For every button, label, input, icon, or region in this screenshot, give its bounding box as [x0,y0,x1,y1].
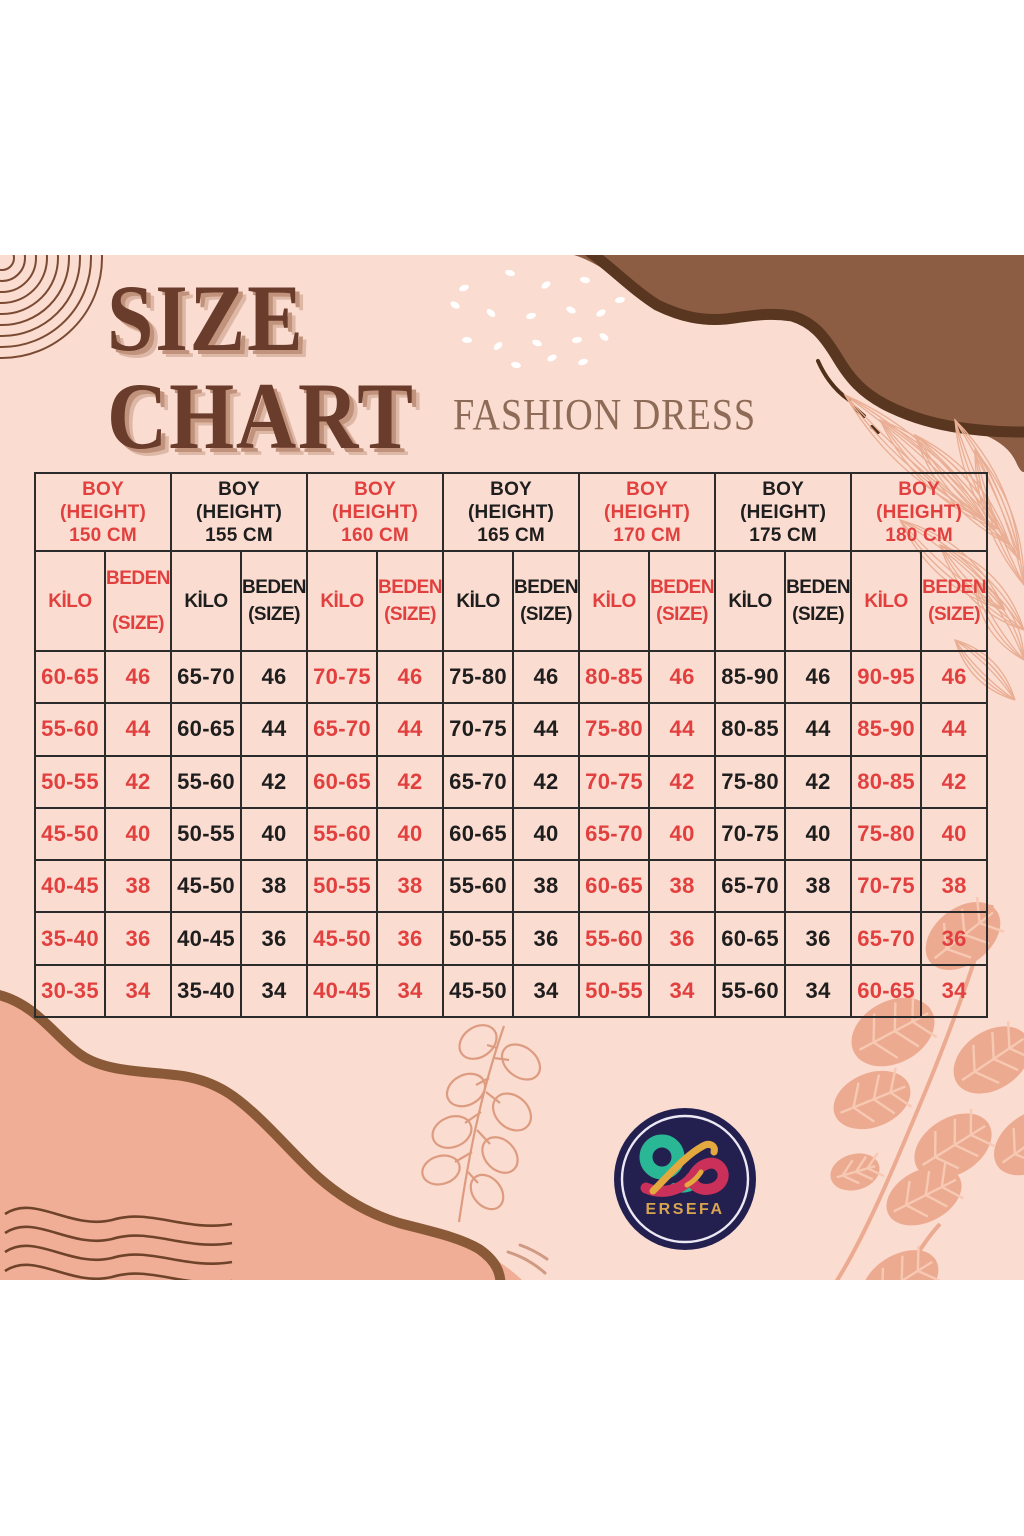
svg-text:ERSEFA: ERSEFA [645,1201,724,1218]
